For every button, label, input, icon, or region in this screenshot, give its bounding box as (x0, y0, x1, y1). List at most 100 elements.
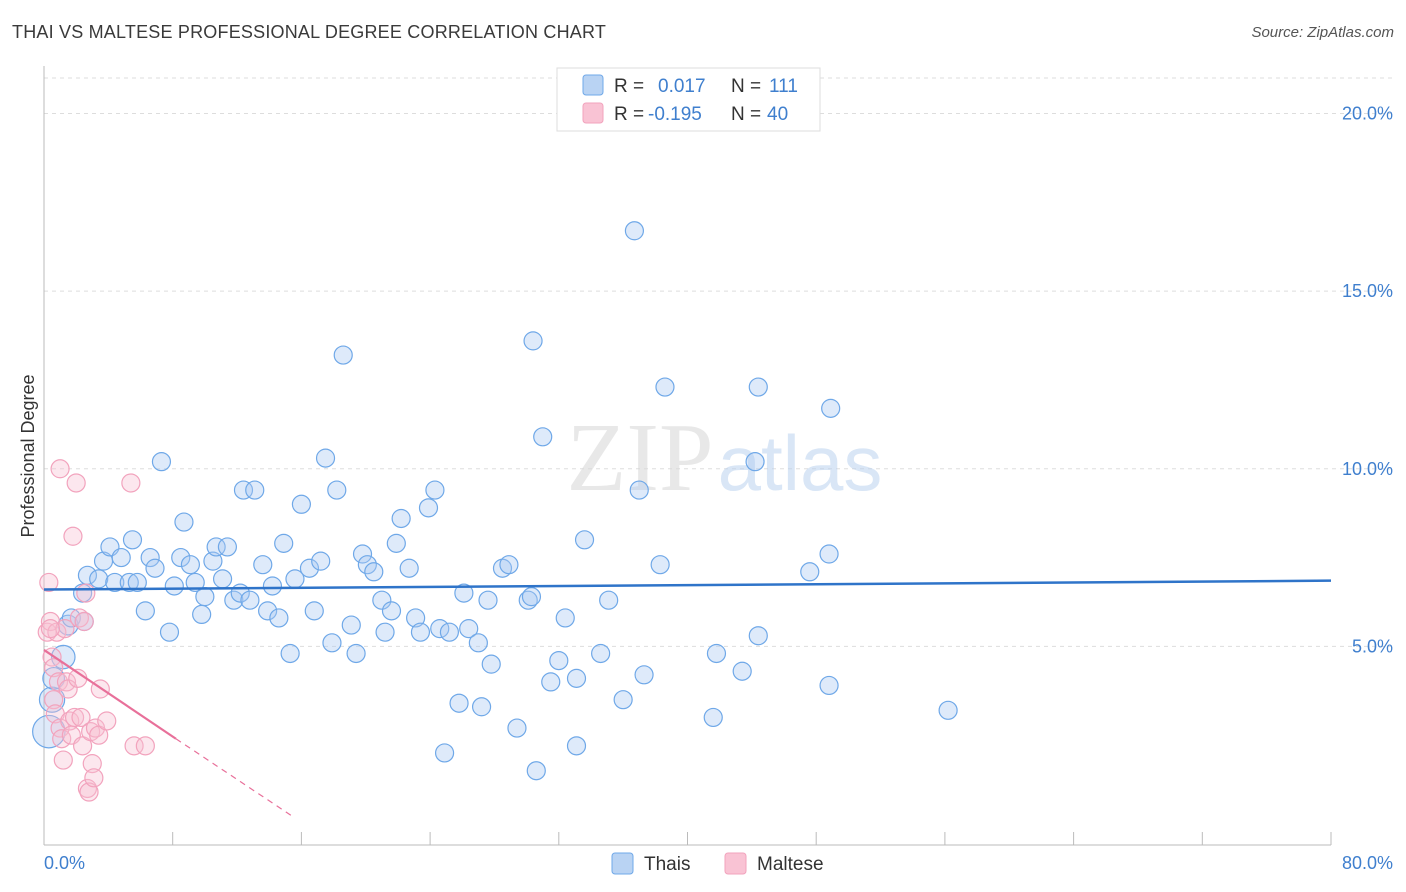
thais-point (439, 622, 460, 642)
thais-point (105, 572, 125, 593)
x-tick-label-min: 0.0% (44, 853, 85, 873)
thais-point (821, 398, 841, 418)
thais-point (634, 665, 654, 685)
thais-point (800, 562, 820, 582)
watermark-zip: ZIP (567, 404, 714, 512)
thais-point (341, 615, 361, 635)
thais-point (89, 569, 109, 589)
thais-point (406, 608, 426, 628)
legend-n-value-thais: 111 (769, 76, 798, 97)
thais-point (274, 533, 294, 553)
maltese-trend-extension (175, 738, 294, 818)
maltese-point (39, 572, 59, 593)
bottom-legend: Thais Maltese (611, 852, 824, 875)
legend-n-value-maltese: 40 (767, 104, 788, 125)
thais-point (399, 558, 419, 578)
thais-point (748, 626, 768, 646)
thais-point (203, 551, 223, 571)
thais-point (352, 544, 373, 564)
maltese-point (76, 583, 96, 603)
maltese-point (44, 658, 64, 678)
maltese-point (124, 736, 144, 756)
maltese-point (97, 711, 117, 731)
maltese-point (50, 459, 70, 479)
thais-point (566, 668, 587, 688)
thais-point (629, 480, 649, 500)
thais-point (171, 547, 191, 568)
thais-point (434, 743, 455, 763)
legend-n-label-thais: N = (731, 76, 761, 97)
thais-point (523, 331, 543, 351)
maltese-point (44, 690, 64, 710)
source-label: Source: ZipAtlas.com (1251, 24, 1394, 41)
thais-point (233, 480, 254, 500)
legend-r-label-maltese: R = (614, 104, 644, 125)
thais-point (119, 572, 139, 593)
thais-point (111, 547, 131, 568)
y-tick-labels: 5.0% 10.0% 15.0% 20.0% (1342, 104, 1393, 657)
thais-point (206, 537, 226, 557)
maltese-point (63, 526, 83, 546)
thais-point (459, 619, 479, 639)
thais-point (174, 512, 194, 532)
legend-n-label-maltese: N = (731, 104, 761, 125)
thais-point (386, 533, 406, 553)
thais-trend-line (43, 579, 1332, 591)
thais-point (245, 480, 265, 500)
thais-point (938, 700, 958, 720)
maltese-point (66, 473, 86, 493)
thais-point (280, 643, 300, 664)
bottom-legend-label-maltese: Maltese (757, 854, 824, 875)
thais-point (151, 452, 172, 472)
thais-point (311, 551, 331, 571)
thais-point (526, 761, 546, 781)
thais-point (192, 604, 212, 625)
maltese-point (56, 672, 77, 692)
thais-point (471, 697, 492, 717)
thais-point (481, 654, 501, 674)
maltese-points (37, 459, 155, 802)
trend-lines (43, 579, 1332, 818)
x-tick-label-max: 80.0% (1342, 853, 1393, 873)
chart-title: THAI VS MALTESE PROFESSIONAL DEGREE CORR… (12, 22, 607, 42)
thais-point (507, 718, 527, 738)
thais-point (145, 558, 165, 578)
thais-point (333, 345, 353, 365)
thais-point (304, 601, 324, 621)
maltese-point (53, 750, 73, 770)
axes (43, 66, 1332, 846)
thais-point (418, 498, 439, 518)
thais-point (541, 672, 561, 692)
maltese-point (58, 679, 78, 699)
thais-point (703, 707, 723, 728)
thais-point (195, 587, 215, 607)
thais-point (650, 555, 670, 575)
thais-point (164, 576, 184, 596)
thais-point (574, 530, 595, 550)
maltese-point (64, 707, 85, 728)
thais-point (212, 569, 233, 589)
thais-point (624, 221, 645, 241)
maltese-point (74, 611, 94, 632)
thais-point (613, 690, 633, 710)
thais-point (454, 583, 474, 603)
legend-swatch-thais (582, 74, 604, 96)
maltese-point (84, 768, 104, 788)
thais-point (449, 693, 469, 713)
thais-point (240, 590, 260, 610)
thais-point (180, 555, 200, 575)
legend-r-value-thais: 0.017 (658, 76, 706, 97)
thais-point (381, 601, 402, 621)
thais-point (253, 555, 273, 575)
bottom-legend-swatch-thais (611, 852, 634, 875)
thais-point (425, 480, 445, 500)
maltese-point (71, 707, 91, 728)
legend-swatch-maltese (582, 102, 604, 124)
thais-point (533, 427, 553, 447)
thais-point (478, 590, 498, 610)
thais-point (258, 601, 278, 621)
thais-point (291, 494, 311, 514)
thais-point (122, 530, 143, 550)
thais-point (262, 576, 283, 596)
